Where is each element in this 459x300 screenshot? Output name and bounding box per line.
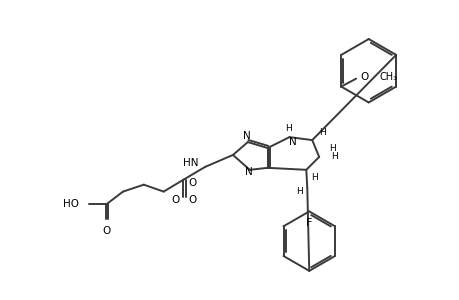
Text: CH₃: CH₃ [379,72,397,82]
Text: H: H [310,173,317,182]
Text: HO: HO [63,200,79,209]
Text: H: H [295,187,302,196]
Text: H: H [285,124,291,133]
Text: H: H [318,128,325,137]
Text: H: H [328,143,335,152]
Text: N: N [242,131,250,141]
Text: O: O [171,194,179,205]
Text: N: N [244,167,252,177]
Text: HN: HN [182,158,198,168]
Text: O: O [359,72,368,82]
Text: N: N [289,137,297,147]
Text: F: F [305,218,312,228]
Text: O: O [188,178,196,188]
Text: O: O [188,194,196,205]
Text: O: O [102,226,110,236]
Text: H: H [330,152,337,161]
